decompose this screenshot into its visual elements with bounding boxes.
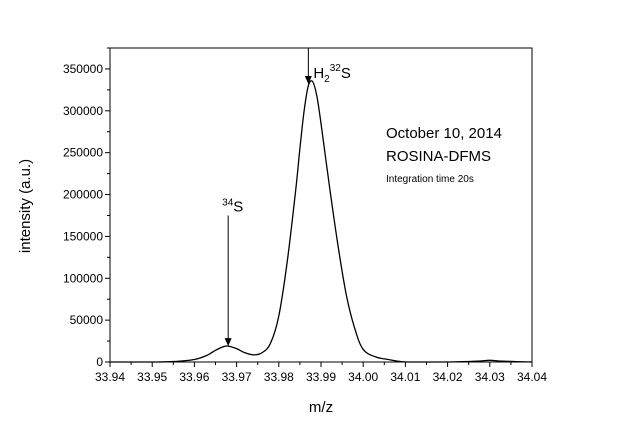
peak-label-h2s-tail: S bbox=[341, 65, 351, 82]
x-tick-label: 33.96 bbox=[179, 370, 209, 384]
x-tick-label: 34.04 bbox=[517, 370, 547, 384]
x-tick-label: 33.99 bbox=[306, 370, 336, 384]
peak-label-h2s-base: H bbox=[313, 65, 324, 82]
y-tick-label: 300000 bbox=[63, 104, 103, 118]
annotation-integration: Integration time 20s bbox=[386, 174, 474, 185]
x-tick-label: 33.95 bbox=[137, 370, 167, 384]
y-tick-label: 150000 bbox=[63, 229, 103, 243]
y-ticks: 0 50000 100000 150000 200000 250000 300000 3500… bbox=[63, 47, 110, 369]
peak-label-34s: 34S bbox=[222, 197, 243, 215]
x-tick-label: 34.03 bbox=[475, 370, 505, 384]
peak-label-h2-32s: H232S bbox=[313, 63, 351, 85]
series-line bbox=[109, 80, 533, 363]
y-axis-title: intensity (a.u.) bbox=[17, 159, 34, 253]
x-tick-label: 33.98 bbox=[264, 370, 294, 384]
x-tick-label: 34.02 bbox=[433, 370, 463, 384]
arrowhead-h2-32s bbox=[304, 76, 312, 85]
x-ticks: 33.94 33.95 33.96 33.97 33.98 33.99 34.00 34.01… bbox=[95, 362, 547, 384]
x-tick-label: 33.97 bbox=[222, 370, 252, 384]
y-tick-label: 250000 bbox=[63, 146, 103, 160]
x-axis-title: m/z bbox=[309, 399, 333, 416]
peak-label-34s-base: S bbox=[233, 198, 243, 215]
plot-frame bbox=[109, 47, 533, 363]
peak-label-34s-sup: 34 bbox=[222, 197, 234, 208]
peak-label-h2s-sup: 32 bbox=[330, 63, 342, 74]
peak-annotation-34s: 34S bbox=[222, 197, 243, 347]
y-tick-label: 100000 bbox=[63, 271, 103, 285]
y-tick-label: 200000 bbox=[63, 188, 103, 202]
arrowhead-34s bbox=[224, 338, 232, 347]
x-tick-label: 33.94 bbox=[95, 370, 125, 384]
plot-area-border bbox=[109, 47, 533, 363]
x-tick-label: 34.00 bbox=[348, 370, 378, 384]
y-tick-label: 350000 bbox=[63, 62, 103, 76]
x-tick-label: 34.01 bbox=[390, 370, 420, 384]
peak-annotation-h2-32s: H232S bbox=[304, 48, 351, 85]
peak-label-h2s-sub: 2 bbox=[324, 74, 330, 85]
y-tick-label: 0 bbox=[96, 355, 103, 369]
annotation-instrument: ROSINA-DFMS bbox=[386, 148, 491, 165]
annotation-date: October 10, 2014 bbox=[386, 125, 502, 142]
y-tick-label: 50000 bbox=[70, 313, 104, 327]
